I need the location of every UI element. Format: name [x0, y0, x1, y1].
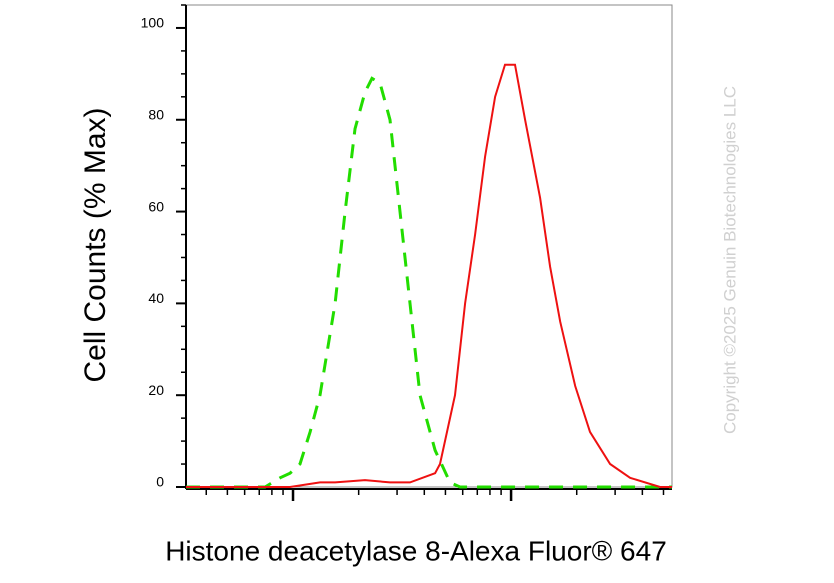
plot-frame: [185, 4, 673, 488]
y-axis-label: Cell Counts (% Max): [79, 107, 112, 382]
y-tick-label: 0: [156, 474, 164, 490]
watermark: Copyright ©2025 Genuin Biotechnologies L…: [720, 86, 739, 434]
y-tick-label: 100: [141, 15, 165, 31]
y-tick-label: 20: [148, 382, 164, 398]
y-tick-label: 60: [148, 198, 164, 214]
y-tick-label: 40: [148, 290, 164, 306]
y-tick-label: 80: [148, 106, 164, 122]
histogram-curve: [186, 76, 672, 489]
histogram-curve: [186, 63, 672, 488]
x-axis-label: Histone deacetylase 8-Alexa Fluor® 647: [165, 535, 667, 566]
